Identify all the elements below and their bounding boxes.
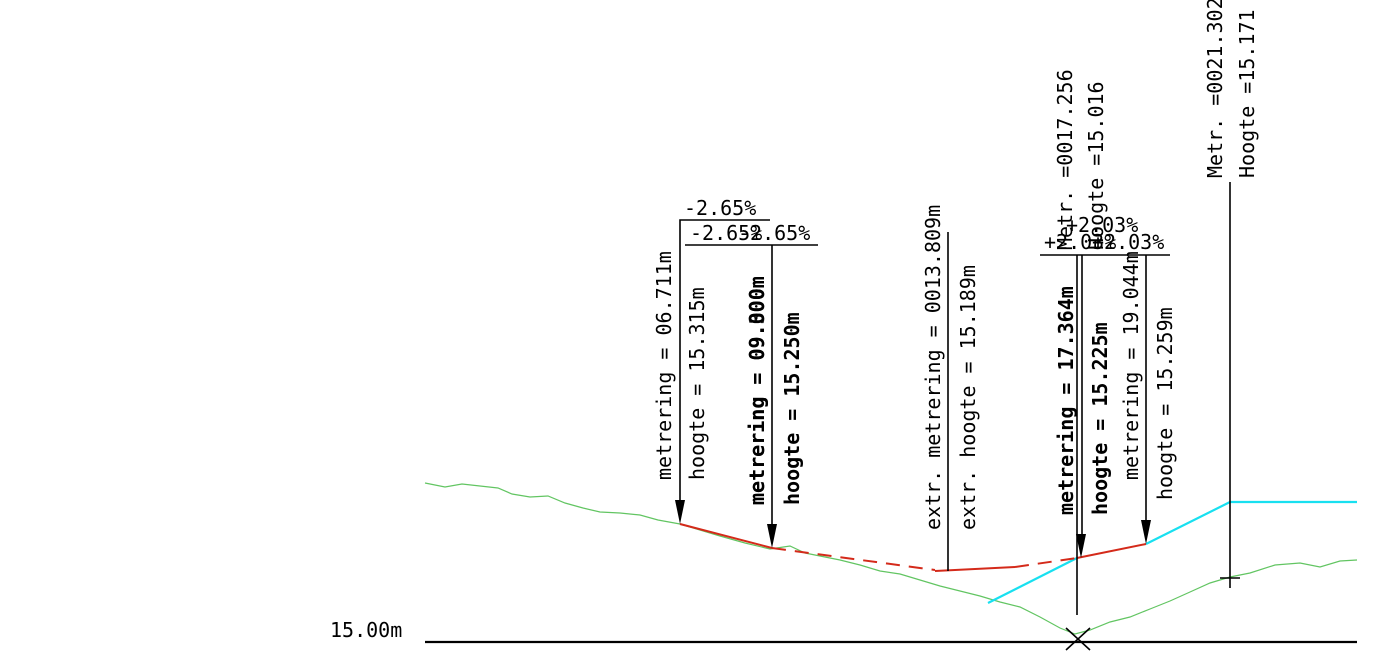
annotation-point-4: metrering = 19.044m hoogte = 15.259m <box>1119 251 1177 544</box>
datum-label: 15.00m <box>330 618 402 642</box>
hoogte-label: Hoogte =15.171 <box>1235 9 1259 178</box>
metrering-label: metrering = 06.711m <box>652 251 676 480</box>
hoogte-label: hoogte = 15.250m <box>780 312 804 505</box>
slope-label-a: -2.65% <box>690 221 762 245</box>
hoogte-label: hoogte = 15.315m <box>685 287 709 480</box>
metr-top-label: Metr. =0017.256 <box>1053 69 1077 250</box>
hoogte-label: hoogte = 15.259m <box>1153 307 1177 500</box>
design-cyan-right <box>1145 500 1357 545</box>
annotation-point-1: -2.65% metrering = 06.711m hoogte = 15.3… <box>652 196 770 524</box>
annotation-point-3: Metr. =0017.256 Hoogte =15.016 +2.03% +2… <box>1040 69 1170 651</box>
slope-label-b: -2.65% <box>738 221 810 245</box>
terrain-line-left <box>424 482 1358 635</box>
slope-label-a: +2.03% <box>1066 213 1138 237</box>
metr-label: Metr. =0021.302 <box>1203 0 1227 178</box>
annotation-point-5: Metr. =0021.302 Hoogte =15.171 <box>1203 0 1259 588</box>
slope-label-b: +2.03% <box>1044 230 1116 254</box>
design-red-solid-3 <box>1076 543 1147 559</box>
extr-metrering-label: extr. metrering = 0013.809m <box>921 205 945 530</box>
annotation-point-2: -2.65% -2.65% metrering = 09.000m metrer… <box>685 221 818 548</box>
extr-hoogte-label: extr. hoogte = 15.189m <box>956 265 980 530</box>
design-red-dashed-1 <box>771 547 936 571</box>
design-red-solid-2 <box>934 566 1016 572</box>
hoogte-label: hoogte = 15.225m <box>1088 322 1112 515</box>
design-red-dashed-2 <box>1014 557 1078 568</box>
hoogte-top-label: Hoogte =15.016 <box>1084 81 1108 250</box>
annotation-extreme: extr. metrering = 0013.809m extr. hoogte… <box>921 205 980 571</box>
slope-label-c: +2.03% <box>1092 230 1164 254</box>
design-red-solid-1 <box>679 523 773 549</box>
metrering-label-a: metrering = 09.000m <box>745 276 769 505</box>
design-cyan-left <box>987 557 1078 604</box>
metrering-label-b: metrering = 09.300m <box>745 276 769 505</box>
metrering-label: metrering = 17.364m <box>1054 286 1078 515</box>
slope-label: -2.65% <box>684 196 756 220</box>
metrering-label: metrering = 19.044m <box>1119 251 1143 480</box>
